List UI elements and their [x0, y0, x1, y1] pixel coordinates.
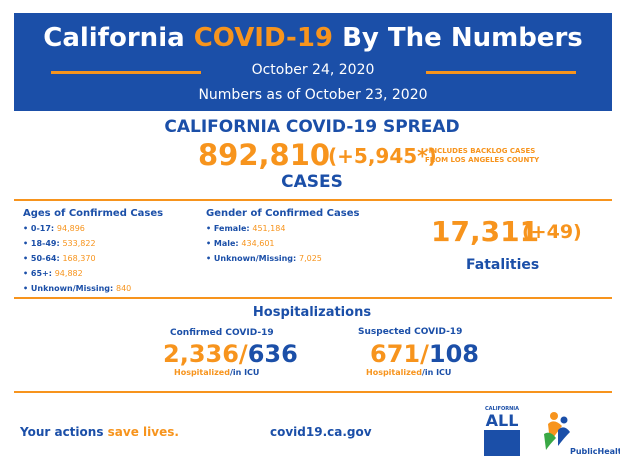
- spread-title: CALIFORNIA COVID-19 SPREAD: [164, 117, 460, 137]
- fatalities-delta: (+49): [522, 221, 582, 243]
- header-date: October 24, 2020: [251, 62, 375, 78]
- divider: [14, 391, 612, 393]
- ages-heading: Ages of Confirmed Cases: [23, 208, 164, 219]
- gender-list: • Female: 451,184 • Male: 434,601 • Unkn…: [206, 221, 322, 266]
- page-title: California COVID-19 By The Numbers: [43, 23, 583, 53]
- confirmed-label: Confirmed COVID-19: [170, 328, 274, 338]
- ph-figure-green: [544, 432, 556, 450]
- list-item: • 50-64: 168,370: [23, 254, 96, 263]
- list-item: • 0-17: 94,896: [23, 224, 85, 233]
- footer-url[interactable]: covid19.ca.gov: [270, 425, 372, 439]
- suspected-numbers: 671/108: [370, 340, 479, 368]
- backlog-note-line-1: *INCLUDES BACKLOG CASES: [425, 147, 536, 155]
- list-item: • 18-49: 533,822: [23, 239, 96, 248]
- ca-logo-all: ALL: [485, 411, 519, 430]
- list-item: • Female: 451,184: [206, 224, 286, 233]
- header-as-of: Numbers as of October 23, 2020: [198, 87, 428, 103]
- california-all-logo: CALIFORNIA ALL: [478, 406, 526, 460]
- ph-logo-text: PublicHealth: [570, 447, 620, 456]
- backlog-note: *INCLUDES BACKLOG CASES FROM LOS ANGELES…: [425, 147, 595, 165]
- fatalities-label: Fatalities: [466, 257, 540, 273]
- gender-heading: Gender of Confirmed Cases: [206, 208, 360, 219]
- cases-delta: (+5,945*): [328, 144, 437, 168]
- list-item: • 65+: 94,882: [23, 269, 83, 278]
- list-item: • Unknown/Missing: 840: [23, 284, 132, 293]
- ca-logo-top: CALIFORNIA: [484, 406, 520, 412]
- ph-figure-head-orange: [550, 412, 558, 420]
- ph-figure-head-blue: [560, 416, 568, 424]
- ages-list: • 0-17: 94,896 • 18-49: 533,822 • 50-64:…: [23, 221, 131, 296]
- suspected-label: Suspected COVID-19: [358, 327, 463, 337]
- list-item: • Male: 434,601: [206, 239, 275, 248]
- ph-figure-blue: [558, 427, 570, 446]
- public-health-logo: PublicHealth: [544, 412, 620, 456]
- suspected-caption: Hospitalized/in ICU: [366, 368, 452, 377]
- confirmed-caption: Hospitalized/in ICU: [174, 368, 260, 377]
- confirmed-numbers: 2,336/636: [163, 340, 298, 368]
- divider: [14, 297, 612, 299]
- divider: [14, 199, 612, 201]
- list-item: • Unknown/Missing: 7,025: [206, 254, 322, 263]
- cases-label: CASES: [281, 172, 343, 192]
- cases-total: 892,810: [198, 138, 331, 172]
- header-rule-left: [51, 71, 201, 74]
- footer-tagline: Your actions save lives.: [20, 425, 179, 439]
- ca-logo-box: [484, 430, 520, 456]
- header-banner: California COVID-19 By The Numbers Octob…: [14, 13, 612, 111]
- fatalities-total: 17,311: [431, 215, 540, 248]
- backlog-note-line-2: FROM LOS ANGELES COUNTY: [425, 156, 540, 164]
- header-rule-right: [426, 71, 576, 74]
- hospitalizations-title: Hospitalizations: [252, 305, 372, 320]
